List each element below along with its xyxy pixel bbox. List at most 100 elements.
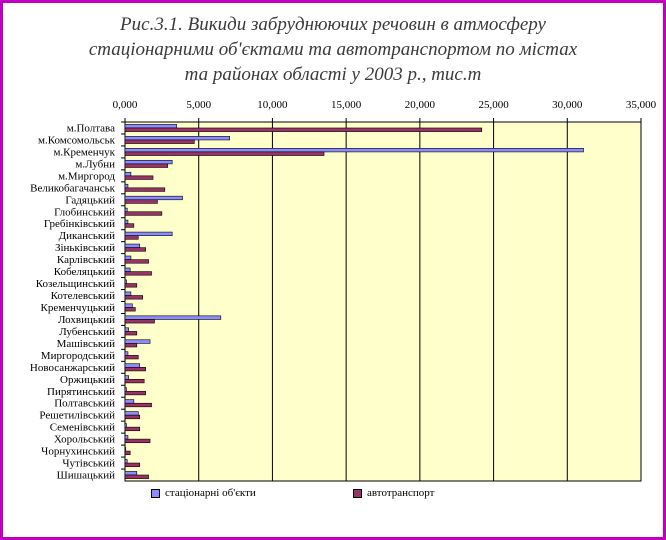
category-label: Решетилівський: [39, 410, 115, 422]
bar-stationary: [124, 387, 127, 392]
bar-stationary: [124, 207, 128, 213]
bar-stationary: [124, 351, 129, 356]
bar-transport: [124, 295, 143, 300]
chart-title: Рис.3.1. Викиди забруднюючих речовин в а…: [0, 12, 666, 87]
bar-transport: [124, 331, 138, 336]
category-label: м.Лубни: [75, 158, 115, 170]
bar-transport: [124, 211, 163, 216]
bar-stationary: [124, 447, 127, 452]
category-label: Шишацький: [57, 470, 115, 482]
bar-transport: [124, 438, 151, 444]
bar-transport: [124, 175, 154, 180]
bar-transport: [124, 367, 146, 372]
bar-stationary: [124, 243, 141, 248]
category-label: м.Полтава: [67, 122, 115, 134]
bar-stationary: [124, 231, 173, 236]
x-tick-label: 0,000: [113, 99, 138, 111]
bar-stationary: [124, 459, 128, 464]
bar-stationary: [124, 195, 183, 201]
chart-title-line-3: та районах області у 2003 р., тис.т: [184, 64, 482, 85]
bar-transport: [124, 343, 138, 348]
bar-stationary: [124, 339, 151, 344]
category-label: Кременчуцький: [40, 302, 115, 314]
bar-transport: [124, 402, 152, 408]
bar-transport: [124, 474, 149, 479]
category-label: Машівський: [57, 338, 115, 350]
x-tick-label: 5,000: [186, 99, 211, 111]
category-label: Козельщинський: [36, 278, 115, 290]
chart-title-line-1: Рис.3.1. Викиди забруднюючих речовин в а…: [120, 14, 546, 35]
bar-transport: [124, 187, 166, 192]
bar-transport: [124, 414, 141, 420]
category-label: Зіньківський: [55, 242, 115, 254]
chart-title-line-2: стаціонарними об'єктами та автотранспорт…: [88, 39, 578, 60]
category-label: Семенівський: [50, 422, 115, 434]
x-tick-label: 10,000: [257, 99, 288, 111]
plot-area: [124, 121, 642, 482]
bar-stationary: [124, 136, 230, 141]
legend: стаціонарні об'єкти автотранспорт: [0, 487, 666, 503]
bar-stationary: [124, 411, 139, 416]
bar-stationary: [124, 423, 127, 428]
category-label: Великобагачанськ: [30, 182, 116, 194]
bar-transport: [124, 163, 169, 168]
bar-transport: [124, 426, 141, 432]
category-label: м.Миргород: [58, 170, 115, 182]
bar-transport: [124, 235, 139, 240]
category-label: Лубенський: [59, 326, 115, 338]
x-tick-label: 15,000: [331, 99, 362, 111]
bar-stationary: [124, 315, 222, 320]
bar-transport: [124, 450, 131, 455]
x-tick-label: 25,000: [478, 99, 509, 111]
category-label: Карлівський: [57, 254, 115, 266]
category-label: м.Кременчук: [53, 146, 115, 158]
bar-stationary: [124, 124, 177, 129]
category-label: Чорнухинський: [41, 446, 115, 458]
x-tick-label: 20,000: [405, 99, 436, 111]
category-label: Гребінківський: [44, 218, 115, 230]
bar-stationary: [124, 375, 129, 380]
legend-item-stationary: стаціонарні об'єкти: [151, 487, 256, 499]
category-label: Глобинський: [54, 206, 115, 218]
bar-stationary: [124, 303, 133, 308]
legend-label-transport: автотранспорт: [367, 487, 435, 499]
category-label: Гадяцький: [65, 194, 115, 206]
bar-transport: [124, 199, 158, 204]
bar-transport: [124, 151, 325, 156]
category-label: Пирятинський: [47, 386, 115, 398]
category-label: Чутівський: [62, 458, 115, 470]
bar-stationary: [124, 159, 173, 165]
bar-transport: [124, 139, 195, 144]
category-label: Диканський: [59, 230, 115, 242]
category-label: Миргородський: [41, 350, 115, 362]
bar-stationary: [124, 148, 584, 153]
bar-transport: [124, 247, 146, 252]
bar-stationary: [124, 279, 127, 284]
bar-transport: [124, 259, 149, 264]
bar-stationary: [124, 171, 132, 177]
legend-swatch-transport: [353, 488, 362, 498]
bar-stationary: [124, 363, 141, 368]
x-tick-label: 35,000: [626, 99, 657, 111]
bar-transport: [124, 271, 152, 276]
bar-stationary: [124, 255, 132, 260]
category-label: Хорольський: [54, 434, 115, 446]
legend-item-transport: автотранспорт: [353, 487, 434, 499]
bar-transport: [124, 378, 145, 384]
category-label: Лохвицький: [58, 314, 115, 326]
bar-transport: [124, 390, 146, 396]
x-tick-label: 30,000: [552, 99, 583, 111]
bar-transport: [124, 223, 135, 228]
category-label: Оржицький: [60, 374, 115, 386]
bar-stationary: [124, 471, 138, 476]
legend-label-stationary: стаціонарні об'єкти: [165, 487, 256, 499]
bar-stationary: [124, 435, 129, 440]
bar-stationary: [124, 327, 129, 332]
bar-stationary: [124, 183, 129, 189]
bar-stationary: [124, 399, 135, 404]
bar-transport: [124, 283, 138, 288]
category-label: Кобеляцький: [54, 266, 115, 278]
legend-swatch-stationary: [151, 488, 160, 498]
bar-transport: [124, 462, 141, 467]
